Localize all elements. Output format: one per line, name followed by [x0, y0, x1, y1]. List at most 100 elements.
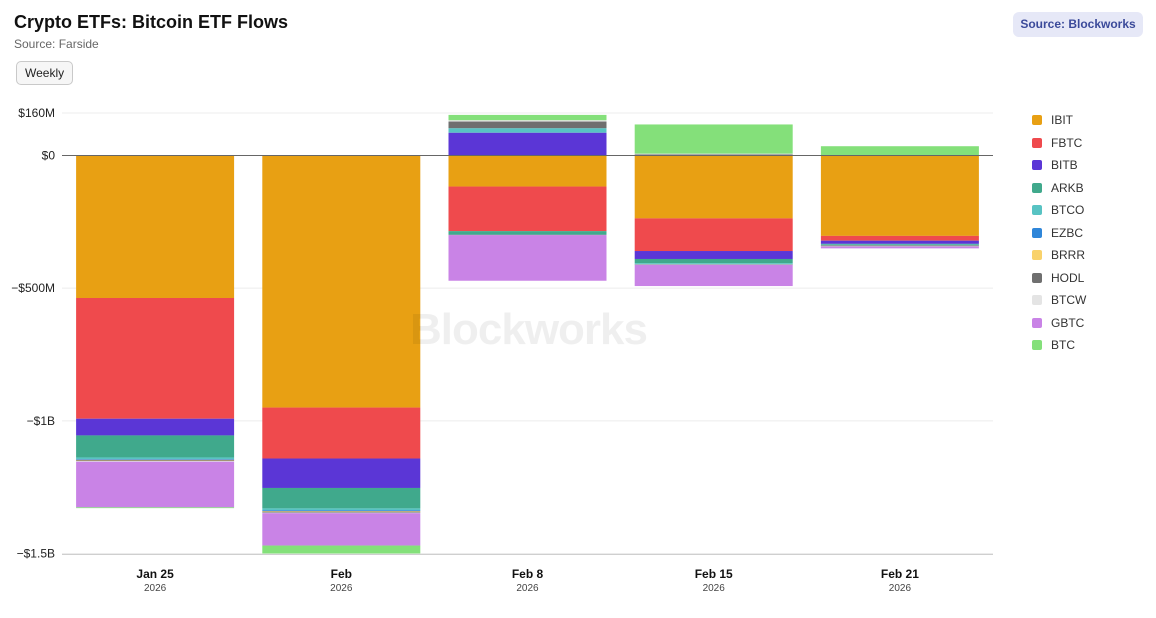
- x-tick-year: 2026: [144, 583, 167, 594]
- bar-segment-btc[interactable]: BTC Jan 25: -3: [76, 507, 235, 509]
- bar-segment-brrr[interactable]: BRRR Feb: -2: [262, 511, 421, 512]
- legend-item-fbtc[interactable]: FBTC: [1032, 132, 1086, 155]
- legend-label: BTCW: [1051, 293, 1087, 308]
- bar-segment-fbtc[interactable]: FBTC Feb: -192: [262, 407, 421, 459]
- bar-segment-fbtc[interactable]: FBTC Feb 8: -168: [448, 186, 607, 232]
- bar-segment-fbtc[interactable]: FBTC Feb 21: -18: [820, 235, 979, 241]
- chart-legend: IBIT FBTC BITB ARKB BTCO EZBC BRRR HODL BTCW GBTC…: [1032, 109, 1086, 357]
- legend-item-btcw[interactable]: BTCW: [1032, 289, 1086, 312]
- y-tick-label: −$500M: [11, 281, 55, 295]
- bar-segment-hodl[interactable]: HODL Feb 15: 4: [634, 154, 793, 156]
- legend-swatch: [1032, 340, 1042, 351]
- legend-label: BTCO: [1051, 203, 1085, 218]
- x-tick-year: 2026: [516, 583, 539, 594]
- bar-segment-gbtc[interactable]: GBTC Feb 21: -7: [820, 246, 979, 249]
- bar-segment-bitb[interactable]: BITB Jan 25: -63: [76, 418, 235, 436]
- bar-segment-btco[interactable]: BTCO Feb 21: -2: [820, 244, 979, 246]
- legend-swatch: [1032, 227, 1042, 238]
- bar-segment-hodl[interactable]: HODL Jan 25: -3: [76, 460, 235, 462]
- legend-swatch: [1032, 160, 1042, 171]
- legend-swatch: [1032, 182, 1042, 193]
- bar-segment-hodl[interactable]: HODL Feb 21: -2: [820, 245, 979, 247]
- legend-item-btc[interactable]: BTC: [1032, 334, 1086, 357]
- y-tick-label: −$1.5B: [17, 547, 55, 561]
- bar-segment-arkb[interactable]: ARKB Feb 21: -3: [820, 243, 979, 245]
- watermark-logo: Blockworks: [410, 305, 648, 354]
- bar-segment-arkb[interactable]: ARKB Jan 25: -83: [76, 435, 235, 458]
- chart-subtitle: Source: Farside: [14, 37, 99, 51]
- legend-label: ARKB: [1051, 180, 1084, 195]
- bar-segment-hodl[interactable]: HODL Feb 8: 25: [448, 121, 607, 129]
- weekly-period-button[interactable]: Weekly: [16, 61, 74, 85]
- x-tick-year: 2026: [330, 583, 353, 594]
- bar-segment-btcw[interactable]: BTCW Feb 8: 5: [448, 120, 607, 122]
- bar-segment-ibit[interactable]: IBIT Feb 8: -117: [448, 155, 607, 187]
- bar-segment-ibit[interactable]: IBIT Jan 25: -537: [76, 155, 235, 298]
- legend-label: IBIT: [1051, 113, 1074, 128]
- bar-segment-arkb[interactable]: ARKB Feb: -77: [262, 487, 421, 509]
- legend-item-brrr[interactable]: BRRR: [1032, 244, 1086, 267]
- bar-segment-fbtc[interactable]: FBTC Feb 15: -123: [634, 218, 793, 252]
- bar-segment-brrr[interactable]: BRRR Jan 25: -2: [76, 459, 235, 461]
- legend-label: GBTC: [1051, 315, 1085, 330]
- bar-segment-hodl[interactable]: HODL Feb: -4: [262, 511, 421, 513]
- bar-segment-gbtc[interactable]: GBTC Jan 25: -172: [76, 461, 235, 508]
- legend-swatch: [1032, 250, 1042, 261]
- bar-segment-fbtc[interactable]: FBTC Jan 25: -455: [76, 297, 235, 419]
- legend-label: BRRR: [1051, 248, 1086, 263]
- bar-segment-btcw[interactable]: BTCW Jan 25: -2: [76, 461, 235, 462]
- bar-segment-ezbc[interactable]: EZBC Feb: -3: [262, 510, 421, 512]
- source-badge[interactable]: Source: Blockworks: [1013, 12, 1143, 37]
- bar-segment-gbtc[interactable]: GBTC Feb 8: -172: [448, 235, 607, 281]
- legend-item-bitb[interactable]: BITB: [1032, 154, 1086, 177]
- bar-segment-ezbc[interactable]: EZBC Jan 25: -3: [76, 459, 235, 460]
- legend-item-hodl[interactable]: HODL: [1032, 267, 1086, 290]
- bar-segment-ibit[interactable]: IBIT Feb: -950: [262, 155, 421, 408]
- chart-title: Crypto ETFs: Bitcoin ETF Flows: [14, 12, 288, 32]
- legend-label: HODL: [1051, 270, 1085, 285]
- bar-segment-btcw[interactable]: BTCW Feb 15: 3: [634, 153, 793, 155]
- bar-segment-btc[interactable]: BTC Feb 8: 20: [448, 114, 607, 121]
- legend-swatch: [1032, 317, 1042, 328]
- legend-label: BTC: [1051, 338, 1075, 353]
- bar-segment-gbtc[interactable]: GBTC Feb: -122: [262, 513, 421, 546]
- bar-segment-bitb[interactable]: BITB Feb 15: -30: [634, 251, 793, 259]
- legend-label: FBTC: [1051, 135, 1083, 150]
- legend-swatch: [1032, 295, 1042, 306]
- x-tick-label: Feb 15: [695, 567, 733, 581]
- bar-segment-bitb[interactable]: BITB Feb 8: 86: [448, 132, 607, 156]
- bar-segment-bitb[interactable]: BITB Feb: -111: [262, 458, 421, 488]
- bar-segment-ibit[interactable]: IBIT Feb 21: -303: [820, 155, 979, 236]
- bar-segment-arkb[interactable]: ARKB Feb 8: -13: [448, 231, 607, 235]
- x-tick-label: Feb 21: [881, 567, 919, 581]
- y-tick-label: $160M: [18, 106, 55, 120]
- legend-swatch: [1032, 115, 1042, 126]
- bar-segment-gbtc[interactable]: GBTC Feb 15: -80: [634, 264, 793, 287]
- legend-label: EZBC: [1051, 225, 1084, 240]
- legend-item-ibit[interactable]: IBIT: [1032, 109, 1086, 132]
- bar-segment-btco[interactable]: BTCO Feb 8: 17: [448, 128, 607, 133]
- x-tick-label: Jan 25: [136, 567, 174, 581]
- bar-segment-btco[interactable]: BTCO Feb: -7: [262, 508, 421, 511]
- bar-segment-arkb[interactable]: ARKB Feb 15: -16: [634, 258, 793, 264]
- legend-item-arkb[interactable]: ARKB: [1032, 177, 1086, 200]
- legend-item-ezbc[interactable]: EZBC: [1032, 222, 1086, 245]
- bar-segment-btco[interactable]: BTCO Jan 25: -6: [76, 457, 235, 460]
- legend-swatch: [1032, 272, 1042, 283]
- legend-item-gbtc[interactable]: GBTC: [1032, 312, 1086, 335]
- y-tick-label: −$1B: [27, 414, 55, 428]
- bar-segment-btc[interactable]: BTC Feb 21: 35: [820, 146, 979, 156]
- y-tick-label: $0: [42, 149, 56, 163]
- bar-segment-btc[interactable]: BTC Feb 15: 110: [634, 124, 793, 154]
- x-tick-year: 2026: [703, 583, 726, 594]
- bar-segment-btcw[interactable]: BTCW Feb: -2: [262, 512, 421, 514]
- legend-label: BITB: [1051, 158, 1078, 173]
- bar-segment-btc[interactable]: BTC Feb: -30: [262, 545, 421, 554]
- bar-segment-ibit[interactable]: IBIT Feb 15: -237: [634, 155, 793, 219]
- legend-swatch: [1032, 137, 1042, 148]
- x-tick-label: Feb: [331, 567, 352, 581]
- legend-item-btco[interactable]: BTCO: [1032, 199, 1086, 222]
- bar-segment-bitb[interactable]: BITB Feb 21: -12: [820, 240, 979, 244]
- bar-segment-btco[interactable]: BTCO Feb 15: -4: [634, 263, 793, 265]
